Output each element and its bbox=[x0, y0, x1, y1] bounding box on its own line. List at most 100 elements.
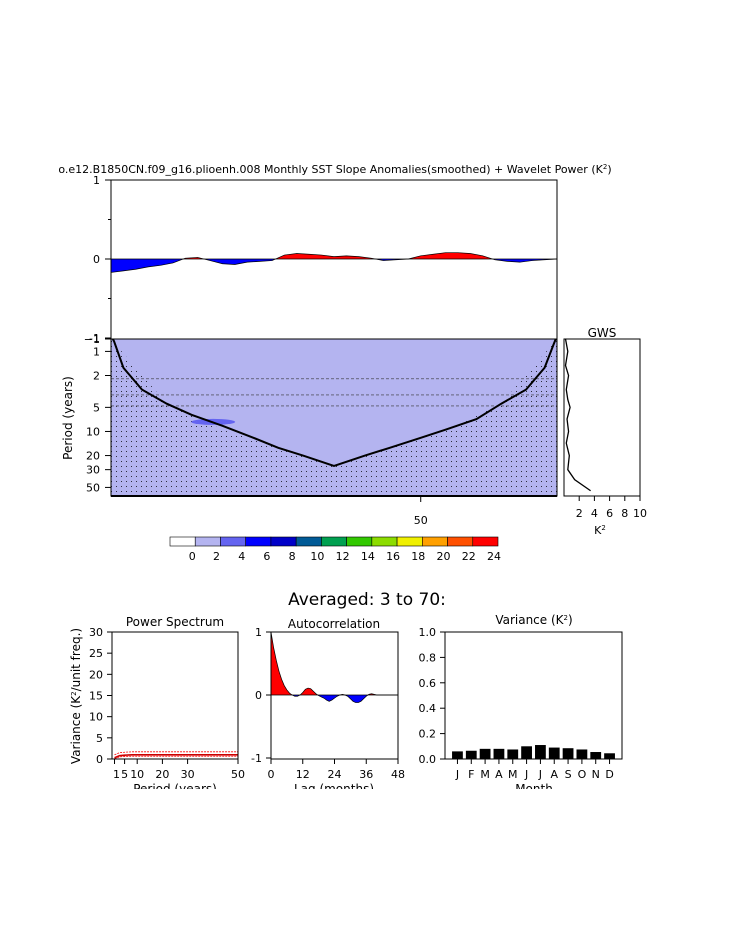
colorbar-label: 6 bbox=[263, 550, 270, 563]
autocorrelation-title: Autocorrelation bbox=[288, 617, 380, 631]
main-title: o.e12.B1850CN.f09_g16.plioenh.008 Monthl… bbox=[58, 163, 611, 176]
colorbar-cell bbox=[194, 536, 221, 547]
power-spectrum-ylabel: Variance (K2/unit freq.) bbox=[69, 628, 83, 764]
gws-xtick-label: 2 bbox=[576, 507, 583, 520]
variance-bar bbox=[493, 748, 505, 759]
wavelet-xtick-label: 50 bbox=[414, 514, 428, 527]
colorbar-label: 0 bbox=[189, 550, 196, 563]
ps-xtick-label: 30 bbox=[181, 768, 195, 781]
variance-xtick-label: M bbox=[480, 768, 490, 781]
wavelet-ytick-label: 30 bbox=[86, 464, 100, 477]
variance-bar bbox=[604, 753, 615, 759]
timeseries-negative-area bbox=[111, 259, 557, 273]
timeseries-line bbox=[111, 252, 557, 273]
ps-upper-confidence bbox=[114, 751, 238, 756]
ps-ytick-label: 15 bbox=[89, 690, 103, 703]
variance-bar bbox=[507, 749, 519, 759]
power-spectrum-frame bbox=[111, 631, 239, 760]
colorbar-label: 18 bbox=[411, 550, 425, 563]
colorbar-cell bbox=[371, 536, 398, 547]
variance-xtick-label: N bbox=[592, 768, 600, 781]
colorbar-label: 20 bbox=[437, 550, 451, 563]
variance-bar bbox=[590, 752, 602, 759]
colorbar-cell bbox=[245, 536, 272, 547]
ps-xtick-label: 10 bbox=[130, 768, 144, 781]
colorbar-cell bbox=[346, 536, 373, 547]
variance-xtick-label: J bbox=[455, 768, 459, 781]
ac-xtick-label: 0 bbox=[268, 768, 275, 781]
autocorrelation-positive-area bbox=[271, 632, 377, 695]
wavelet-ytick-label: 50 bbox=[86, 481, 100, 494]
colorbar-label: 22 bbox=[462, 550, 476, 563]
wavelet-ytick-label: 20 bbox=[86, 450, 100, 463]
cone-of-influence-line bbox=[111, 339, 557, 468]
ps-xtick-label: 20 bbox=[155, 768, 169, 781]
variance-xtick-label: S bbox=[565, 768, 572, 781]
colorbar-cell bbox=[396, 536, 423, 547]
ac-xtick-label: 48 bbox=[391, 768, 405, 781]
variance-xtick-label: M bbox=[508, 768, 518, 781]
gws-xtick-label: 4 bbox=[591, 507, 598, 520]
variance-xtick-label: F bbox=[468, 768, 474, 781]
ac-ytick-label: -1 bbox=[251, 752, 262, 765]
autocorrelation-negative-area bbox=[292, 695, 398, 703]
variance-bar bbox=[535, 745, 546, 759]
ps-xtick-label: 50 bbox=[231, 768, 245, 781]
colorbar-label: 14 bbox=[361, 550, 375, 563]
variance-xtick-label: O bbox=[578, 768, 587, 781]
colorbar-label: 12 bbox=[336, 550, 350, 563]
variance-xtick-label: A bbox=[550, 768, 558, 781]
colorbar-cell bbox=[220, 536, 246, 547]
bottom-crop-mask bbox=[60, 789, 660, 819]
colorbar-label: 24 bbox=[487, 550, 501, 563]
ac-xtick-label: 36 bbox=[359, 768, 373, 781]
variance-xtick-label: J bbox=[524, 768, 528, 781]
colorbar-cell bbox=[295, 536, 322, 547]
variance-bar bbox=[521, 746, 532, 759]
autocorrelation-line bbox=[271, 632, 398, 703]
variance-ytick-label: 0.8 bbox=[419, 651, 437, 664]
ac-xtick-label: 12 bbox=[296, 768, 310, 781]
cone-of-influence-stipple bbox=[111, 339, 557, 496]
gws-xtick-label: 8 bbox=[621, 507, 628, 520]
variance-bar bbox=[576, 749, 588, 759]
ac-ytick-label: 0 bbox=[255, 689, 262, 702]
gws-title: GWS bbox=[588, 326, 617, 340]
gws-frame bbox=[563, 338, 641, 497]
variance-frame bbox=[444, 631, 623, 760]
ps-xtick-label: 5 bbox=[121, 768, 128, 781]
ac-xtick-label: 24 bbox=[328, 768, 342, 781]
gws-xtick-label: 6 bbox=[606, 507, 613, 520]
variance-ytick-label: 0.2 bbox=[419, 728, 437, 741]
variance-bar bbox=[548, 747, 560, 759]
ac-ytick-label: 1 bbox=[255, 626, 262, 639]
colorbar-label: 4 bbox=[238, 550, 245, 563]
wavelet-ytick-label: 10 bbox=[86, 425, 100, 438]
variance-xtick-label: D bbox=[605, 768, 613, 781]
colorbar-label: 8 bbox=[289, 550, 296, 563]
ts-bottom-tick-label: −1 bbox=[84, 333, 100, 346]
gws-line bbox=[564, 339, 591, 492]
ps-xtick-label: 1 bbox=[113, 768, 120, 781]
colorbar-cell bbox=[270, 536, 297, 547]
variance-title: Variance (K2) bbox=[495, 613, 572, 627]
ts-ytick-label: 1 bbox=[93, 174, 100, 187]
colorbar-cell bbox=[447, 536, 474, 547]
variance-ytick-label: 0.4 bbox=[419, 702, 437, 715]
variance-bar bbox=[452, 751, 463, 759]
ts-ytick-label: 0 bbox=[93, 253, 100, 266]
colorbar-cell bbox=[422, 536, 448, 547]
variance-xtick-label: J bbox=[538, 768, 542, 781]
colorbar-cell bbox=[321, 536, 347, 547]
power-spectrum-title: Power Spectrum bbox=[126, 615, 224, 629]
ts-ytick-label: -1 bbox=[89, 332, 100, 345]
colorbar-label: 10 bbox=[310, 550, 324, 563]
gws-panel: GWS 2 4 6 8 10 K2 bbox=[563, 326, 647, 537]
ps-ytick-label: 10 bbox=[89, 711, 103, 724]
ps-ytick-label: 30 bbox=[89, 626, 103, 639]
ps-ytick-label: 5 bbox=[96, 732, 103, 745]
